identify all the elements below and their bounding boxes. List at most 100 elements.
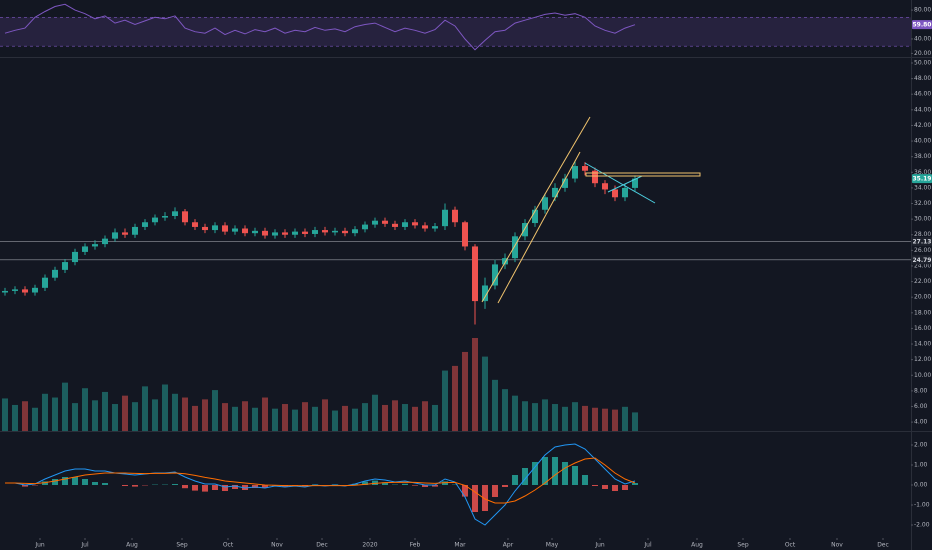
y-tick-label: 48.00 xyxy=(914,75,931,82)
volume-bar xyxy=(562,406,568,431)
candle-body xyxy=(482,285,488,302)
price-badge-label: 35.19 xyxy=(913,176,932,183)
volume-bar xyxy=(212,390,218,431)
candle-body xyxy=(582,166,588,171)
trendline xyxy=(497,151,581,304)
histogram-bar xyxy=(602,485,608,489)
histogram-bar xyxy=(522,468,528,485)
volume-bar xyxy=(432,404,438,431)
candle-body xyxy=(292,231,298,235)
candle-body xyxy=(322,230,328,233)
volume-bar xyxy=(202,399,208,431)
y-tick-label: 28.00 xyxy=(914,231,931,238)
y-tick-label: 10.00 xyxy=(914,372,931,379)
x-tick-label: Feb xyxy=(410,542,421,549)
histogram-bar xyxy=(462,485,468,497)
x-tick-label: May xyxy=(546,542,559,549)
candle-body xyxy=(312,230,318,234)
candle-body xyxy=(622,187,628,198)
volume-bar xyxy=(152,399,158,431)
candle-body xyxy=(222,225,228,232)
candle-body xyxy=(82,246,88,252)
histogram-bar xyxy=(442,481,448,485)
volume-bar xyxy=(352,408,358,431)
price-badge-label: 59.80 xyxy=(913,22,932,29)
histogram-bar xyxy=(582,475,588,485)
volume-bar xyxy=(82,388,88,431)
histogram-bar xyxy=(372,480,378,485)
histogram-bar xyxy=(62,477,68,485)
histogram-bar xyxy=(212,485,218,490)
candle-body xyxy=(232,228,238,232)
candle-body xyxy=(52,269,58,278)
candle-body xyxy=(122,232,128,235)
volume-bar xyxy=(582,405,588,431)
candle-body xyxy=(102,238,108,245)
candle-body xyxy=(422,225,428,229)
y-tick-label: 30.00 xyxy=(914,216,931,223)
histogram-bar xyxy=(512,475,518,485)
y-tick-label: 32.00 xyxy=(914,200,931,207)
candle-body xyxy=(452,209,458,223)
histogram-bar xyxy=(502,485,508,487)
candle-body xyxy=(552,187,558,198)
candle-body xyxy=(432,226,438,229)
price-badge xyxy=(912,255,932,265)
volume-bar xyxy=(22,401,28,431)
volume-bar xyxy=(542,399,548,431)
histogram-bar xyxy=(572,466,578,485)
volume-bar xyxy=(382,404,388,431)
x-tick-label: Oct xyxy=(785,542,796,549)
y-tick-label: 40.00 xyxy=(914,35,931,42)
volume-bar xyxy=(92,400,98,431)
candle-body xyxy=(42,277,48,288)
volume-bar xyxy=(492,379,498,431)
histogram-bar xyxy=(262,485,268,488)
price-badge xyxy=(912,237,932,247)
y-tick-label: 14.00 xyxy=(914,341,931,348)
x-tick-label: Nov xyxy=(271,542,283,549)
histogram-bar xyxy=(632,483,638,485)
candle-body xyxy=(302,231,308,234)
volume-bar xyxy=(182,397,188,431)
candle-body xyxy=(262,230,268,236)
volume-bar xyxy=(192,405,198,431)
volume-bar xyxy=(272,408,278,431)
candle-body xyxy=(492,264,498,286)
candle-body xyxy=(372,220,378,225)
x-tick-label: Sep xyxy=(176,542,188,549)
candle-body xyxy=(202,226,208,231)
candle-body xyxy=(522,223,528,237)
candle-body xyxy=(22,289,28,293)
candle-body xyxy=(462,222,468,247)
candle-body xyxy=(172,211,178,217)
volume-bar xyxy=(132,402,138,431)
y-tick-label: 0.00 xyxy=(914,482,928,489)
volume-bar xyxy=(112,404,118,431)
volume-bar xyxy=(72,403,78,431)
volume-bar xyxy=(312,406,318,431)
histogram-bar xyxy=(492,485,498,497)
volume-bar xyxy=(42,393,48,431)
y-tick-label: 8.00 xyxy=(914,387,928,394)
candle-body xyxy=(72,251,78,263)
volume-bar xyxy=(372,394,378,431)
volume-bar xyxy=(322,399,328,431)
volume-bar xyxy=(162,384,168,431)
volume-bar xyxy=(532,403,538,431)
y-tick-label: 20.00 xyxy=(914,50,931,57)
volume-bar xyxy=(452,365,458,431)
candle-body xyxy=(62,262,68,270)
band-fill xyxy=(0,17,911,47)
volume-bar xyxy=(552,404,558,431)
volume-bar xyxy=(622,406,628,431)
y-tick-label: 6.00 xyxy=(914,403,928,410)
candle-body xyxy=(152,217,158,223)
histogram-bar xyxy=(542,457,548,485)
histogram-bar xyxy=(192,485,198,491)
y-tick-label: 80.00 xyxy=(914,7,931,14)
x-tick-label: Mar xyxy=(454,542,466,549)
volume-bar xyxy=(232,406,238,431)
volume-bar xyxy=(102,391,108,431)
